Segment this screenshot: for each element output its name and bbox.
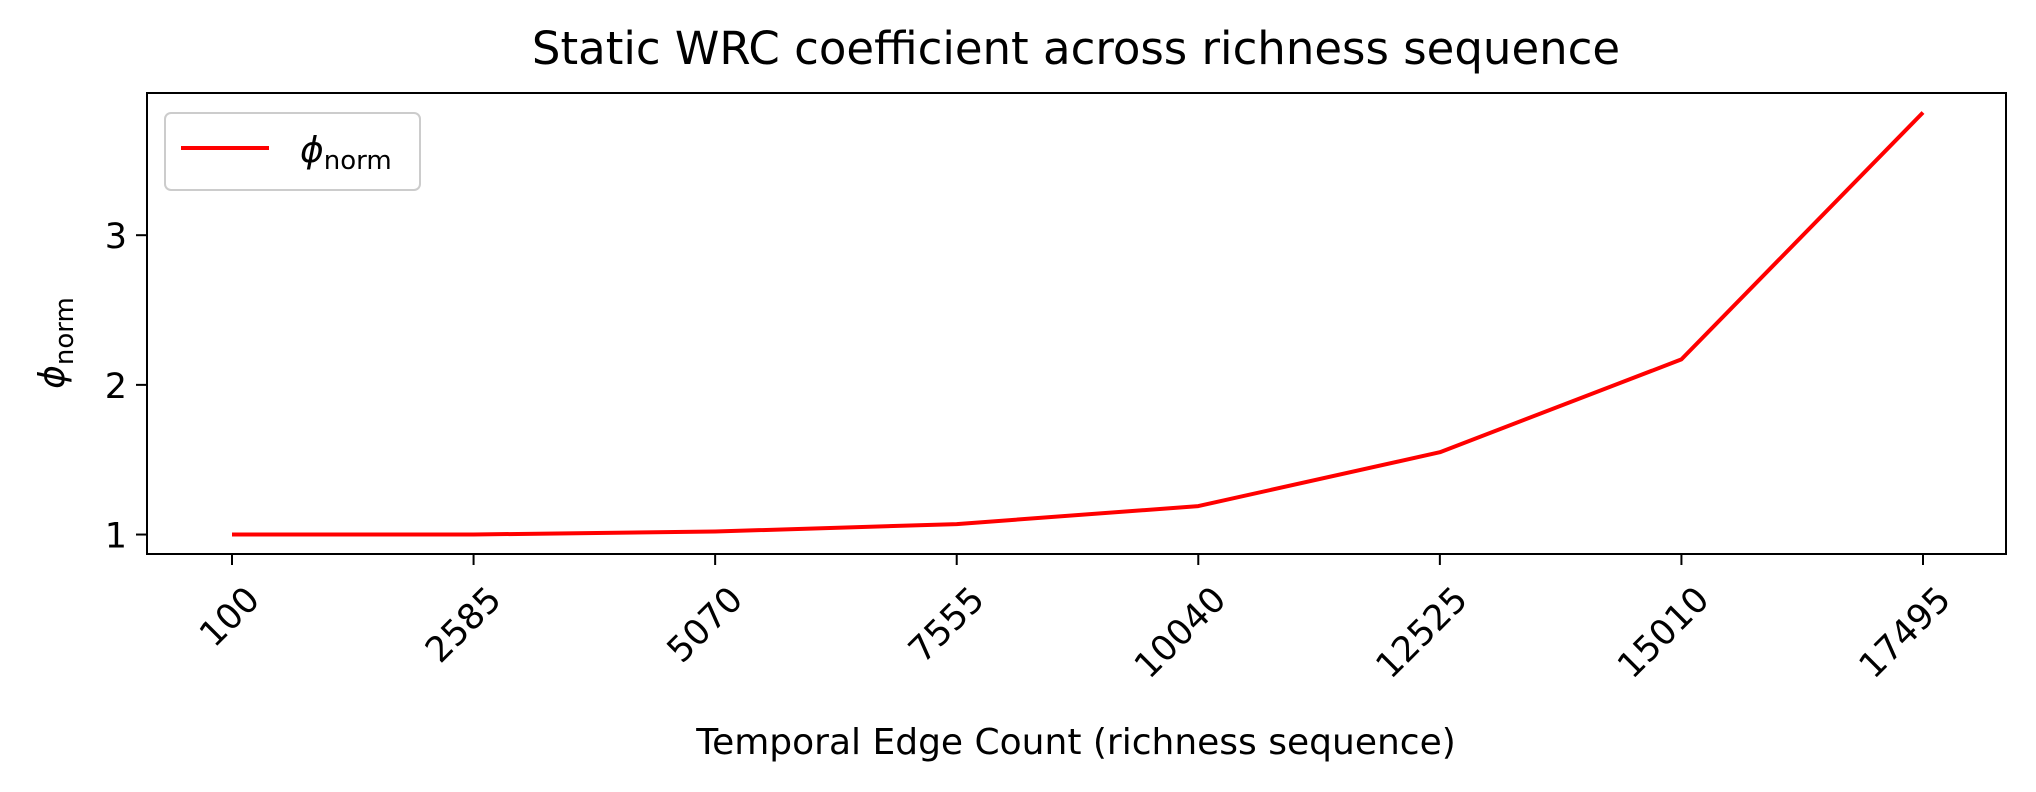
x-tick-label: 10040	[1127, 580, 1234, 687]
legend-label-subscript: norm	[324, 146, 392, 176]
chart-title: Static WRC coefficient across richness s…	[532, 22, 1620, 75]
x-tick-label: 100	[192, 580, 268, 656]
x-tick-label: 2585	[418, 580, 509, 671]
x-axis: 100 2585 5070 7555 10040 12525 15010 17495	[192, 554, 1959, 687]
legend-label: ϕnorm	[300, 130, 392, 176]
y-tick-label: 2	[105, 367, 127, 407]
plot-area	[146, 92, 2007, 555]
x-tick-label: 5070	[660, 580, 751, 671]
y-axis-label: ϕnorm	[32, 297, 80, 389]
y-axis: 1 2 3	[105, 217, 147, 557]
x-tick-label: 12525	[1369, 580, 1476, 687]
x-tick-label: 17495	[1852, 580, 1959, 687]
y-axis-label-symbol: ϕ	[32, 365, 73, 389]
legend-box	[164, 112, 421, 191]
y-tick-label: 3	[105, 217, 127, 257]
x-tick-label: 15010	[1610, 580, 1717, 687]
legend-label-symbol: ϕ	[300, 130, 324, 171]
series-line-phi-norm	[232, 111, 1925, 537]
y-axis-label-subscript: norm	[50, 297, 80, 365]
y-tick-label: 1	[105, 517, 127, 557]
series-layer	[232, 111, 1925, 537]
x-tick-label: 7555	[901, 580, 992, 671]
legend: ϕnorm	[164, 112, 421, 191]
x-axis-label: Temporal Edge Count (richness sequence)	[695, 722, 1456, 763]
